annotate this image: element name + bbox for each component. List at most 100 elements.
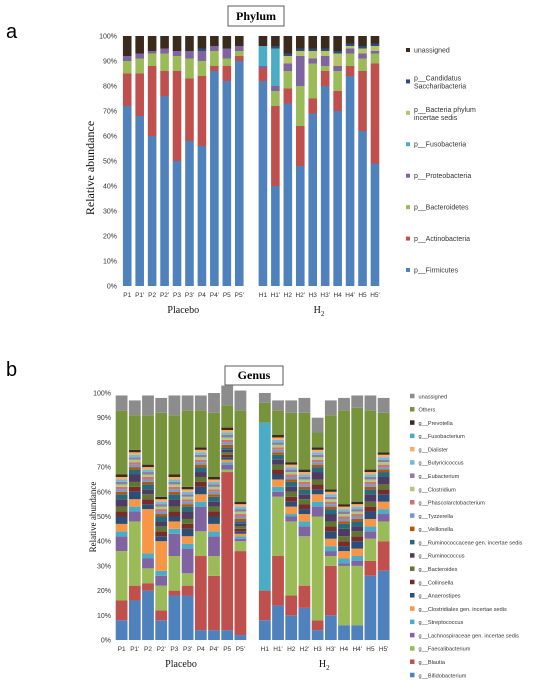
- genus-bar-segment: [208, 511, 220, 517]
- phylum-bar-segment: [147, 53, 157, 66]
- phylum-bar-segment: [210, 46, 219, 51]
- phylum-bar-segment: [295, 126, 305, 166]
- phylum-bar-segment: [197, 36, 207, 49]
- genus-bar-segment: [298, 526, 311, 537]
- genus-bar-segment: [128, 459, 141, 463]
- genus-bar-segment: [128, 469, 141, 475]
- genus-bar-segment: [128, 454, 141, 458]
- genus-bar-segment: [208, 412, 220, 477]
- genus-bar-segment: [377, 459, 390, 463]
- genus-bar-segment: [168, 476, 181, 480]
- genus-bar-segment: [324, 546, 337, 552]
- genus-bar-segment: [285, 501, 298, 507]
- genus-y-tick-label: 100%: [93, 391, 111, 398]
- genus-bar-segment: [272, 469, 284, 475]
- genus-bar-segment: [128, 585, 141, 601]
- phylum-bar-segment: [358, 48, 367, 54]
- genus-bar-segment: [298, 536, 311, 586]
- genus-bar-segment: [364, 531, 377, 539]
- phylum-bar-segment: [160, 53, 169, 71]
- genus-bar-segment: [258, 590, 271, 621]
- genus-bar-segment: [142, 479, 154, 482]
- phylum-legend-label: p__Proteobacteria: [414, 173, 471, 180]
- phylum-bar-segment: [172, 51, 182, 56]
- genus-bar-segment: [258, 402, 271, 423]
- phylum-y-tick-label: 0%: [107, 284, 117, 291]
- phylum-legend-label: p__Firmicutes: [414, 267, 458, 274]
- phylum-bar-segment: [320, 51, 330, 56]
- genus-bar-segment: [364, 481, 377, 485]
- genus-bar-segment: [208, 536, 220, 557]
- phylum-legend-label: p__Actinobacteria: [414, 236, 470, 243]
- genus-bar-segment: [128, 449, 141, 453]
- genus-bar-segment: [298, 489, 311, 495]
- phylum-category-label: P1: [123, 292, 131, 299]
- genus-bar-segment: [324, 531, 337, 539]
- genus-bar-segment: [324, 509, 337, 515]
- phylum-bar-segment: [222, 48, 232, 59]
- genus-bar-segment: [168, 489, 181, 492]
- genus-bar-segment: [128, 464, 141, 468]
- genus-bar-segment: [272, 491, 284, 497]
- genus-bar-segment: [142, 494, 154, 500]
- genus-bar-segment: [181, 548, 194, 574]
- phylum-bar-segment: [271, 186, 280, 286]
- phylum-category-label: H5': [370, 292, 380, 299]
- phylum-bar-segment: [358, 46, 367, 49]
- genus-bar-segment: [272, 464, 284, 470]
- genus-bar-segment: [285, 516, 298, 522]
- genus-bar-segment: [221, 452, 234, 455]
- genus-bar-segment: [377, 467, 390, 470]
- phylum-y-tick-label: 20%: [103, 234, 117, 241]
- phylum-category-label: P1': [135, 292, 144, 299]
- genus-bar-segment: [155, 531, 168, 537]
- genus-bar-segment: [298, 472, 311, 475]
- genus-legend-label: g__Ruminococcus: [419, 554, 465, 560]
- genus-bar-segment: [338, 509, 350, 512]
- genus-bar-segment: [298, 486, 311, 490]
- genus-bar-segment: [181, 523, 194, 529]
- genus-bar-segment: [155, 541, 168, 571]
- genus-bar-segment: [168, 415, 181, 475]
- genus-bar-segment: [234, 523, 247, 527]
- phylum-bar-segment: [160, 36, 169, 49]
- genus-bar-segment: [324, 504, 337, 507]
- genus-bar-segment: [234, 390, 247, 411]
- genus-bar-segment: [364, 501, 377, 507]
- genus-bar-segment: [128, 474, 141, 482]
- genus-bar-segment: [298, 521, 311, 527]
- genus-bar-segment: [155, 521, 168, 527]
- genus-bar-segment: [364, 484, 377, 487]
- phylum-bar-segment: [258, 46, 268, 66]
- genus-bar-segment: [155, 501, 168, 505]
- genus-bar-segment: [311, 484, 324, 490]
- genus-bar-segment: [115, 516, 128, 524]
- genus-bar-segment: [311, 449, 324, 453]
- genus-bar-segment: [194, 467, 207, 473]
- genus-bar-segment: [285, 467, 298, 470]
- genus-bar-segment: [155, 506, 168, 510]
- genus-bar-segment: [285, 412, 298, 463]
- phylum-bar-segment: [271, 48, 280, 86]
- genus-bar-segment: [364, 472, 377, 475]
- phylum-bar-segment: [197, 51, 207, 61]
- genus-legend-label: g__Fusobacterium: [419, 434, 466, 440]
- genus-bar-segment: [234, 635, 247, 640]
- genus-bar-segment: [285, 521, 298, 596]
- phylum-category-label: P5': [235, 292, 244, 299]
- genus-bar-segment: [234, 531, 247, 534]
- phylum-bar-segment: [271, 36, 280, 46]
- genus-bar-segment: [272, 474, 284, 480]
- genus-bar-segment: [364, 474, 377, 477]
- genus-bar-segment: [208, 523, 220, 532]
- phylum-bar-segment: [370, 163, 380, 286]
- genus-bar-segment: [155, 496, 168, 500]
- phylum-bar-segment: [283, 71, 293, 89]
- genus-legend-label: g__Blautia: [419, 660, 446, 666]
- genus-bar-segment: [208, 484, 220, 487]
- genus-bar-segment: [115, 395, 128, 411]
- phylum-bar-segment: [185, 58, 194, 79]
- genus-bar-segment: [221, 437, 234, 440]
- genus-bar-segment: [194, 481, 207, 487]
- genus-bar-segment: [115, 511, 128, 517]
